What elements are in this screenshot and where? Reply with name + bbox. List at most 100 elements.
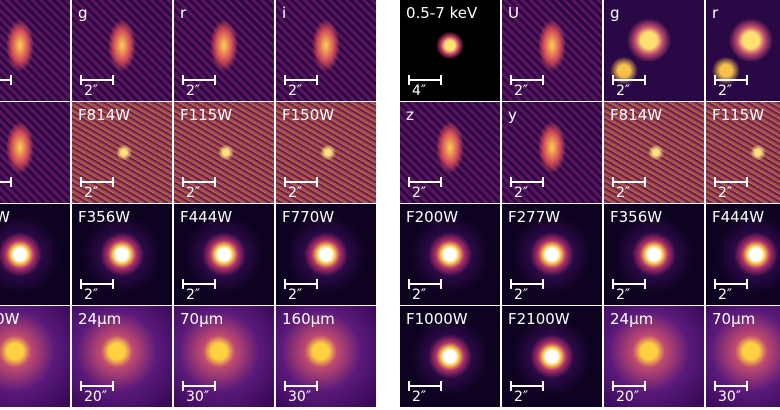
band-label: 77W	[0, 208, 10, 226]
band-label: F115W	[180, 106, 233, 124]
scale-bar	[182, 75, 216, 85]
scale-label: 2″	[718, 287, 733, 303]
scale-bar	[612, 75, 646, 85]
band-label: F115W	[712, 106, 765, 124]
band-label: 24μm	[610, 310, 654, 328]
band-label: F356W	[78, 208, 131, 226]
cutout: F200W 2″	[400, 204, 500, 305]
cutout: i 2″	[276, 0, 376, 101]
cutout: y 2″	[502, 102, 602, 203]
cutout: 70μm 30″	[706, 306, 780, 407]
scale-bar	[284, 279, 318, 289]
cutout: 77W	[0, 204, 70, 305]
scale-label: 2″	[412, 389, 427, 405]
cutout: g 2″	[72, 0, 172, 101]
scale-label: 2″	[186, 287, 201, 303]
scale-label: 2″	[186, 185, 201, 201]
scale-bar	[80, 279, 114, 289]
scale-label: 2″	[84, 185, 99, 201]
scale-bar	[612, 381, 646, 391]
scale-bar	[80, 177, 114, 187]
band-label: F200W	[406, 208, 459, 226]
band-label: 70μm	[180, 310, 224, 328]
band-label: r	[180, 4, 187, 22]
scale-label: 2″	[514, 389, 529, 405]
scale-bar	[408, 279, 442, 289]
scale-label: 4″	[412, 83, 427, 99]
scale-bar	[714, 279, 748, 289]
scale-bar	[510, 177, 544, 187]
cutout: 24μm 20″	[72, 306, 172, 407]
band-label: F150W	[282, 106, 335, 124]
band-label: F814W	[610, 106, 663, 124]
band-label: F444W	[180, 208, 233, 226]
scale-label: 2″	[288, 287, 303, 303]
scale-bar	[612, 177, 646, 187]
band-label: F770W	[282, 208, 335, 226]
band-label: F356W	[610, 208, 663, 226]
scale-label: 2″	[412, 185, 427, 201]
scale-label: 2″	[84, 287, 99, 303]
band-label: U	[508, 4, 519, 22]
scale-label: 2″	[288, 185, 303, 201]
scale-label: 30″	[186, 389, 210, 405]
scale-bar	[510, 75, 544, 85]
scale-bar	[80, 75, 114, 85]
scale-label: 2″	[186, 83, 201, 99]
scale-bar	[714, 75, 748, 85]
band-label: F2100W	[508, 310, 570, 328]
cutout: 160μm 30″	[276, 306, 376, 407]
band-label: i	[282, 4, 287, 22]
scale-bar	[612, 279, 646, 289]
band-label: r	[712, 4, 719, 22]
band-label: F277W	[508, 208, 561, 226]
scale-label: 2″	[718, 83, 733, 99]
cutout: F814W 2″	[72, 102, 172, 203]
cutout: F150W 2″	[276, 102, 376, 203]
cutout: F115W 2″	[706, 102, 780, 203]
cutout: U 2″	[502, 0, 602, 101]
cutout: F356W 2″	[604, 204, 704, 305]
scale-label: 2″	[514, 287, 529, 303]
band-label: F814W	[78, 106, 131, 124]
scale-label: 20″	[616, 389, 640, 405]
scale-label: 30″	[718, 389, 742, 405]
scale-label: 30″	[288, 389, 312, 405]
cutout: F356W 2″	[72, 204, 172, 305]
band-label: F1000W	[406, 310, 468, 328]
scale-bar	[714, 177, 748, 187]
cutout: F444W 2″	[706, 204, 780, 305]
cutout: ″	[0, 0, 70, 101]
band-label: F444W	[712, 208, 765, 226]
scale-bar	[284, 177, 318, 187]
cutout: r 2″	[706, 0, 780, 101]
cutout: g 2″	[604, 0, 704, 101]
cutout: 70μm 30″	[174, 306, 274, 407]
scale-bar	[182, 381, 216, 391]
scale-bar	[284, 75, 318, 85]
cutout: F444W 2″	[174, 204, 274, 305]
cutout: r 2″	[174, 0, 274, 101]
scale-label: 20″	[84, 389, 108, 405]
cutout: F277W 2″	[502, 204, 602, 305]
band-label: 24μm	[78, 310, 122, 328]
scale-label: 2″	[616, 185, 631, 201]
band-label: 100W	[0, 310, 20, 328]
scale-label: 2″	[616, 83, 631, 99]
scale-bar	[408, 75, 442, 85]
cutout: 24μm 20″	[604, 306, 704, 407]
scale-bar	[284, 381, 318, 391]
cutout: ″	[0, 102, 70, 203]
cutout: 0.5-7 keV 4″	[400, 0, 500, 101]
scale-label: 2″	[718, 185, 733, 201]
scale-bar	[510, 381, 544, 391]
band-label: g	[78, 4, 88, 22]
cutout: F2100W 2″	[502, 306, 602, 407]
scale-label: 2″	[288, 83, 303, 99]
scale-label: 2″	[616, 287, 631, 303]
band-label: g	[610, 4, 620, 22]
scale-bar	[0, 177, 12, 187]
band-label: 0.5-7 keV	[406, 4, 478, 22]
scale-label: 2″	[84, 83, 99, 99]
cutout: 100W	[0, 306, 70, 407]
